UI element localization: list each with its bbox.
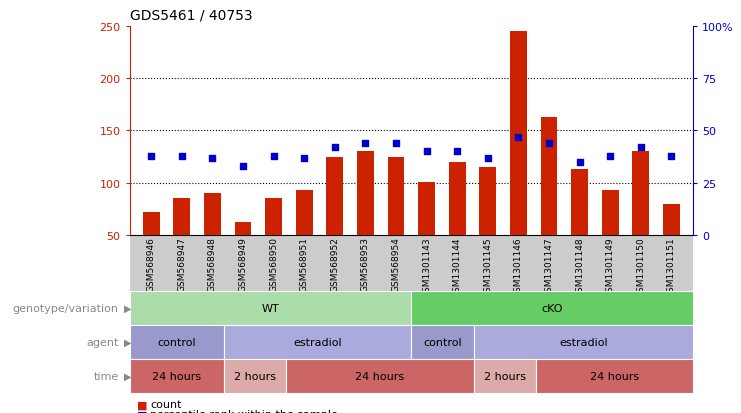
Point	[298, 155, 310, 161]
Point	[207, 155, 219, 161]
Point	[574, 159, 585, 166]
Text: estradiol: estradiol	[293, 337, 342, 347]
Text: control: control	[423, 337, 462, 347]
Text: agent: agent	[86, 337, 119, 347]
Text: count: count	[150, 399, 182, 409]
Point	[329, 145, 341, 151]
Text: GDS5461 / 40753: GDS5461 / 40753	[130, 9, 252, 23]
Text: 2 hours: 2 hours	[234, 371, 276, 381]
Text: 24 hours: 24 hours	[356, 371, 405, 381]
Point	[604, 153, 616, 159]
Bar	[143, 212, 159, 235]
Point	[513, 134, 525, 141]
Text: cKO: cKO	[541, 303, 563, 313]
Text: control: control	[157, 337, 196, 347]
Point	[390, 140, 402, 147]
Text: ▶: ▶	[124, 371, 131, 381]
Point	[268, 153, 279, 159]
Bar	[265, 199, 282, 235]
Text: 2 hours: 2 hours	[484, 371, 526, 381]
Bar	[510, 32, 527, 235]
Bar	[602, 190, 619, 235]
Text: time: time	[93, 371, 119, 381]
Point	[451, 149, 463, 155]
Point	[359, 140, 371, 147]
Point	[482, 155, 494, 161]
Bar	[479, 168, 496, 235]
Point	[665, 153, 677, 159]
Text: estradiol: estradiol	[559, 337, 608, 347]
Bar	[173, 199, 190, 235]
Bar	[296, 190, 313, 235]
Point	[421, 149, 433, 155]
Point	[543, 140, 555, 147]
Text: 24 hours: 24 hours	[152, 371, 201, 381]
Bar	[234, 223, 251, 235]
Point	[635, 145, 647, 151]
Point	[176, 153, 187, 159]
Bar	[326, 157, 343, 235]
Bar	[388, 157, 405, 235]
Bar	[418, 182, 435, 235]
Bar	[204, 194, 221, 235]
Point	[145, 153, 157, 159]
Bar	[663, 204, 679, 235]
Bar	[571, 170, 588, 235]
Bar	[449, 162, 465, 235]
Bar	[632, 152, 649, 235]
Text: ■: ■	[137, 409, 147, 413]
Text: WT: WT	[262, 303, 279, 313]
Bar	[357, 152, 373, 235]
Text: ▶: ▶	[124, 337, 131, 347]
Text: ■: ■	[137, 399, 147, 409]
Text: genotype/variation: genotype/variation	[13, 303, 119, 313]
Text: ▶: ▶	[124, 303, 131, 313]
Text: percentile rank within the sample: percentile rank within the sample	[150, 409, 339, 413]
Point	[237, 163, 249, 170]
Text: 24 hours: 24 hours	[590, 371, 639, 381]
Bar	[541, 118, 557, 235]
